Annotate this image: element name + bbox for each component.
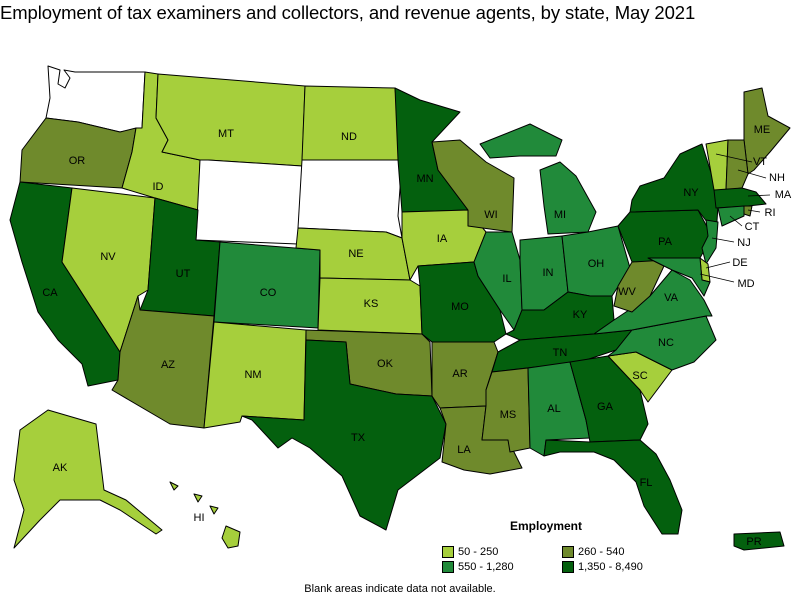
label-va: VA xyxy=(664,292,679,304)
label-mi: MI xyxy=(554,209,566,221)
legend-label: 1,350 - 8,490 xyxy=(578,561,643,573)
legend-item-1350-8490: 1,350 - 8,490 xyxy=(562,561,643,573)
leader-vt xyxy=(715,153,753,163)
label-nd: ND xyxy=(341,131,357,143)
label-az: AZ xyxy=(161,359,175,371)
legend-item-260-540: 260 - 540 xyxy=(562,546,624,558)
state-va[interactable] xyxy=(593,269,713,335)
label-id: ID xyxy=(153,181,164,193)
leader-de xyxy=(705,261,731,269)
label-de: DE xyxy=(732,257,747,269)
map-title: Employment of tax examiners and collecto… xyxy=(0,2,696,23)
state-nd[interactable] xyxy=(301,85,403,161)
label-ca: CA xyxy=(42,287,58,299)
legend-label: 50 - 250 xyxy=(458,546,499,558)
label-co: CO xyxy=(260,287,277,299)
label-pa: PA xyxy=(658,236,673,248)
label-pr: PR xyxy=(746,536,761,548)
state-md[interactable] xyxy=(647,257,711,297)
data-note: Blank areas indicate data not available. xyxy=(304,583,496,595)
label-nj: NJ xyxy=(737,237,750,249)
label-ms: MS xyxy=(500,409,517,421)
label-ga: GA xyxy=(597,401,614,413)
legend-swatch xyxy=(562,546,574,558)
label-ia: IA xyxy=(437,233,448,245)
state-fl[interactable] xyxy=(543,439,683,535)
label-nm: NM xyxy=(244,369,261,381)
legend-item-50-250: 50 - 250 xyxy=(442,546,498,558)
label-al: AL xyxy=(547,403,560,415)
state-mt[interactable] xyxy=(155,73,306,167)
label-ri: RI xyxy=(765,207,776,219)
label-ak: AK xyxy=(53,462,68,474)
label-il: IL xyxy=(502,273,511,285)
legend-label: 260 - 540 xyxy=(578,546,625,558)
label-sc: SC xyxy=(632,370,647,382)
label-ma: MA xyxy=(775,189,792,201)
leader-ct xyxy=(729,215,743,227)
leader-ri xyxy=(747,209,761,213)
label-la: LA xyxy=(457,444,471,456)
label-tn: TN xyxy=(553,347,568,359)
legend-swatch xyxy=(442,561,454,573)
label-ct: CT xyxy=(745,221,760,233)
label-me: ME xyxy=(754,124,771,136)
legend-title: Employment xyxy=(510,519,583,533)
label-ok: OK xyxy=(377,358,394,370)
label-nv: NV xyxy=(100,251,116,263)
label-mn: MN xyxy=(416,173,433,185)
label-nh: NH xyxy=(769,172,785,184)
label-ky: KY xyxy=(573,309,588,321)
label-nc: NC xyxy=(658,337,674,349)
state-hi[interactable] xyxy=(169,481,241,549)
state-mi[interactable] xyxy=(479,123,597,235)
label-ar: AR xyxy=(452,368,467,380)
label-tx: TX xyxy=(351,432,366,444)
label-mo: MO xyxy=(451,301,469,313)
state-ma[interactable] xyxy=(713,187,767,209)
label-md: MD xyxy=(737,278,754,290)
leader-nh xyxy=(737,169,767,179)
label-ut: UT xyxy=(176,268,191,280)
label-mt: MT xyxy=(218,128,234,140)
label-hi: HI xyxy=(194,512,205,524)
label-vt: VT xyxy=(753,156,767,168)
legend-swatch xyxy=(442,546,454,558)
label-wv: WV xyxy=(618,286,636,298)
state-az[interactable] xyxy=(111,295,215,429)
state-co[interactable] xyxy=(213,241,321,329)
legend-swatch xyxy=(562,561,574,573)
state-ak[interactable] xyxy=(13,409,163,549)
legend-item-550-1280: 550 - 1,280 xyxy=(442,561,514,573)
state-pr[interactable] xyxy=(733,531,785,551)
label-ne: NE xyxy=(348,248,363,260)
legend-label: 550 - 1,280 xyxy=(458,561,514,573)
state-wy[interactable] xyxy=(195,159,303,245)
label-in: IN xyxy=(543,267,554,279)
leader-ma xyxy=(747,194,771,197)
label-ks: KS xyxy=(364,298,379,310)
state-nh[interactable] xyxy=(725,139,749,191)
label-oh: OH xyxy=(588,258,605,270)
label-fl: FL xyxy=(640,477,653,489)
label-wi: WI xyxy=(484,209,497,221)
leader-md xyxy=(699,273,735,283)
state-ct[interactable] xyxy=(717,205,745,227)
label-or: OR xyxy=(69,155,86,167)
state-ri[interactable] xyxy=(743,205,753,217)
state-sd[interactable] xyxy=(297,159,403,239)
label-ny: NY xyxy=(683,187,699,199)
leader-nj xyxy=(711,237,735,243)
state-tx[interactable] xyxy=(241,339,447,531)
